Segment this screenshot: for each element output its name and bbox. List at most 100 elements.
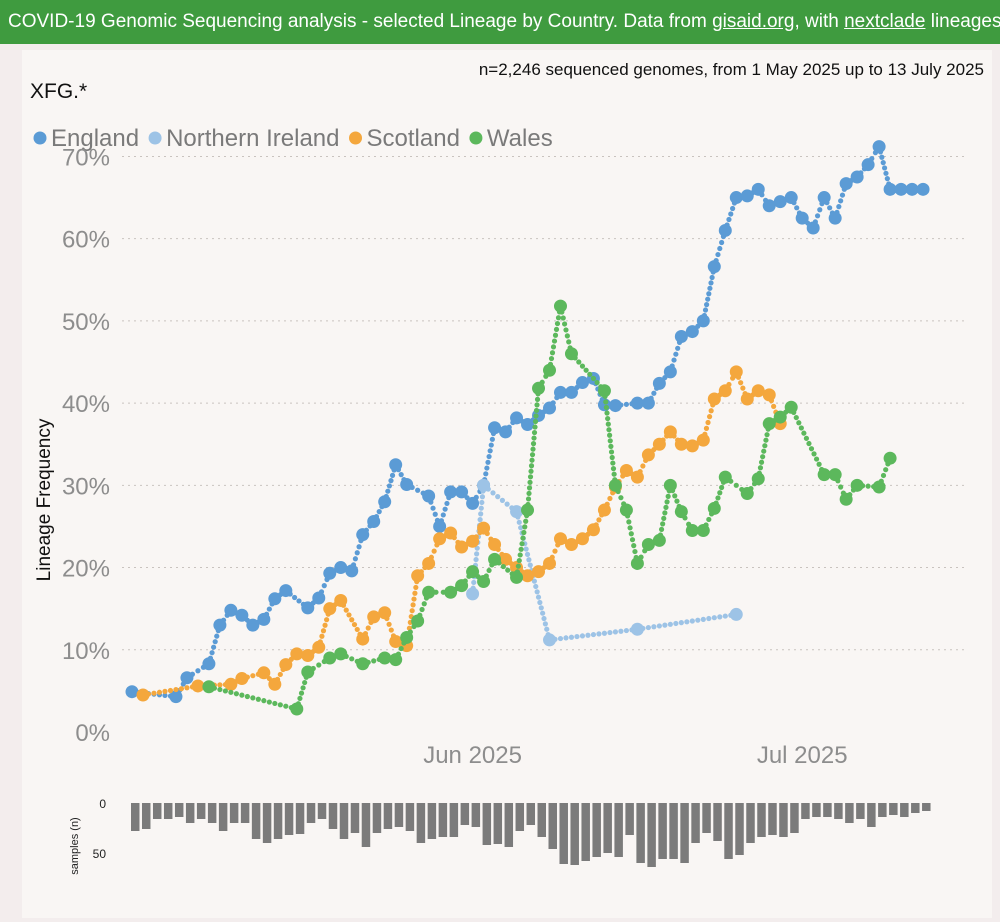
- data-point[interactable]: [466, 587, 480, 601]
- data-point[interactable]: [257, 612, 271, 626]
- data-point[interactable]: [707, 392, 721, 406]
- data-point[interactable]: [543, 556, 556, 570]
- data-point[interactable]: [246, 618, 260, 632]
- data-point[interactable]: [323, 602, 337, 616]
- data-point[interactable]: [674, 437, 688, 451]
- data-point[interactable]: [564, 385, 578, 399]
- data-point[interactable]: [510, 505, 524, 519]
- data-point[interactable]: [356, 528, 370, 542]
- data-point[interactable]: [224, 603, 238, 617]
- data-point[interactable]: [553, 385, 567, 399]
- data-point[interactable]: [696, 524, 710, 538]
- data-point[interactable]: [718, 384, 732, 398]
- legend-label[interactable]: England: [51, 125, 139, 152]
- data-point[interactable]: [773, 410, 787, 424]
- data-point[interactable]: [444, 585, 458, 599]
- data-point[interactable]: [466, 565, 480, 579]
- data-point[interactable]: [850, 478, 864, 492]
- data-point[interactable]: [641, 396, 655, 410]
- data-point[interactable]: [411, 569, 425, 583]
- data-point[interactable]: [762, 199, 776, 213]
- data-point[interactable]: [290, 647, 304, 661]
- data-point[interactable]: [488, 552, 502, 566]
- data-point[interactable]: [630, 470, 644, 484]
- data-point[interactable]: [619, 464, 633, 478]
- data-point[interactable]: [806, 221, 820, 235]
- data-point[interactable]: [191, 679, 205, 693]
- data-point[interactable]: [378, 651, 392, 665]
- data-point[interactable]: [762, 388, 776, 402]
- data-point[interactable]: [301, 601, 315, 615]
- data-point[interactable]: [707, 260, 721, 274]
- data-point[interactable]: [795, 211, 809, 225]
- data-point[interactable]: [510, 570, 524, 584]
- data-point[interactable]: [543, 633, 556, 647]
- data-point[interactable]: [433, 519, 447, 533]
- data-point[interactable]: [367, 610, 381, 624]
- data-point[interactable]: [323, 566, 337, 580]
- data-point[interactable]: [345, 564, 359, 578]
- data-point[interactable]: [597, 384, 611, 398]
- data-point[interactable]: [630, 556, 644, 570]
- data-point[interactable]: [125, 685, 139, 699]
- data-point[interactable]: [499, 552, 513, 566]
- data-point[interactable]: [334, 593, 348, 607]
- data-point[interactable]: [180, 671, 194, 685]
- data-point[interactable]: [707, 501, 721, 515]
- legend-label[interactable]: Northern Ireland: [166, 125, 339, 152]
- data-point[interactable]: [400, 630, 414, 644]
- data-point[interactable]: [422, 489, 436, 503]
- data-point[interactable]: [575, 376, 589, 390]
- data-point[interactable]: [455, 540, 469, 554]
- data-point[interactable]: [685, 325, 699, 339]
- data-point[interactable]: [268, 592, 282, 606]
- data-point[interactable]: [751, 182, 765, 196]
- data-point[interactable]: [718, 223, 732, 237]
- data-point[interactable]: [817, 468, 831, 482]
- data-point[interactable]: [400, 478, 414, 492]
- data-point[interactable]: [202, 680, 216, 694]
- data-point[interactable]: [652, 376, 666, 390]
- data-point[interactable]: [619, 503, 633, 517]
- data-point[interactable]: [202, 657, 216, 671]
- data-point[interactable]: [872, 140, 886, 154]
- data-point[interactable]: [136, 688, 150, 702]
- data-point[interactable]: [674, 330, 688, 344]
- data-point[interactable]: [872, 480, 886, 494]
- data-point[interactable]: [279, 658, 293, 672]
- data-point[interactable]: [696, 314, 710, 328]
- data-point[interactable]: [718, 470, 732, 484]
- data-point[interactable]: [630, 396, 644, 410]
- data-point[interactable]: [553, 299, 567, 313]
- data-point[interactable]: [521, 569, 535, 583]
- data-point[interactable]: [740, 392, 754, 406]
- data-point[interactable]: [740, 487, 754, 501]
- data-point[interactable]: [905, 182, 919, 196]
- data-point[interactable]: [916, 182, 930, 196]
- legend-label[interactable]: Wales: [487, 125, 553, 152]
- data-point[interactable]: [466, 534, 480, 548]
- data-point[interactable]: [532, 565, 546, 579]
- data-point[interactable]: [839, 492, 853, 506]
- data-point[interactable]: [235, 608, 249, 622]
- data-point[interactable]: [389, 635, 403, 649]
- data-point[interactable]: [729, 365, 743, 379]
- data-point[interactable]: [729, 607, 743, 621]
- data-point[interactable]: [784, 400, 798, 414]
- data-point[interactable]: [553, 532, 567, 546]
- data-point[interactable]: [455, 579, 469, 593]
- data-point[interactable]: [608, 399, 622, 413]
- data-point[interactable]: [652, 533, 666, 547]
- data-point[interactable]: [356, 657, 370, 671]
- data-point[interactable]: [378, 606, 392, 620]
- data-point[interactable]: [663, 478, 677, 492]
- data-point[interactable]: [235, 672, 249, 686]
- data-point[interactable]: [444, 526, 458, 540]
- data-point[interactable]: [586, 523, 600, 537]
- data-point[interactable]: [784, 191, 798, 205]
- data-point[interactable]: [740, 189, 754, 203]
- data-point[interactable]: [828, 211, 842, 225]
- data-point[interactable]: [564, 538, 578, 552]
- data-point[interactable]: [575, 532, 589, 546]
- data-point[interactable]: [751, 472, 765, 486]
